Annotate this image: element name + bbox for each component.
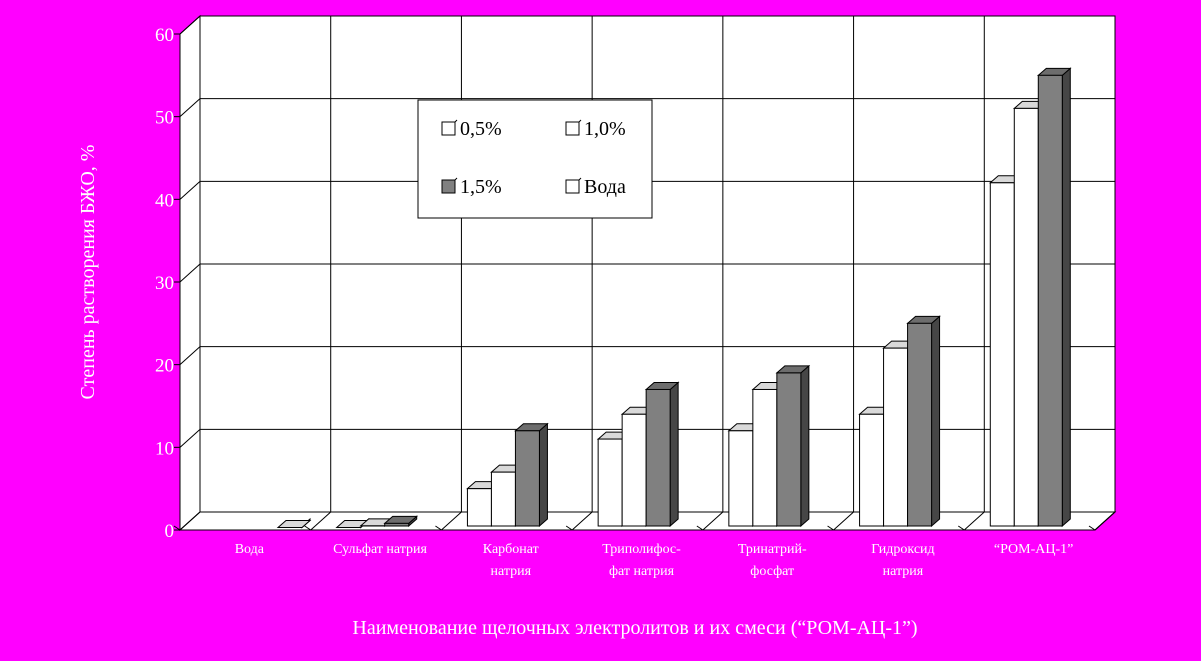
h-gridline-side bbox=[179, 15, 201, 35]
x-tick-label: Вода bbox=[235, 542, 265, 557]
bar-3-7 bbox=[1036, 67, 1072, 528]
floor-divider bbox=[702, 511, 724, 531]
x-tick-label: Сульфат натрия bbox=[333, 542, 427, 557]
bar-3-6 bbox=[906, 315, 941, 528]
y-tick-label: 40 bbox=[155, 190, 174, 211]
y-axis-title: Степень растворения БЖО, % bbox=[77, 145, 99, 400]
x-axis-title: Наименование щелочных электролитов и их … bbox=[352, 617, 917, 639]
x-tick-label: Гидроксид bbox=[871, 542, 934, 557]
x-tick bbox=[827, 525, 834, 531]
x-tick bbox=[304, 525, 311, 531]
bars bbox=[276, 67, 1072, 529]
legend-label: 0,5% bbox=[460, 118, 502, 140]
h-gridline-side bbox=[179, 180, 201, 200]
h-gridline-side bbox=[179, 346, 201, 366]
x-tick-label: фосфат bbox=[750, 564, 794, 579]
y-tick-label: 20 bbox=[155, 356, 174, 377]
x-tick bbox=[173, 525, 181, 531]
bar-4-1 bbox=[276, 517, 312, 529]
legend: 0,5% 1,0% 1,5% Вода bbox=[417, 99, 653, 219]
x-tick-label: натрия bbox=[883, 564, 924, 579]
legend-label: Вода bbox=[584, 176, 626, 198]
x-tick bbox=[1088, 525, 1096, 531]
y-tick-label: 10 bbox=[155, 438, 174, 459]
h-gridline-side bbox=[179, 263, 201, 283]
legend-box bbox=[417, 99, 653, 219]
bar-3-4 bbox=[644, 381, 680, 528]
y-tick-label: 0 bbox=[165, 521, 175, 542]
y-tick-label: 30 bbox=[155, 273, 174, 294]
h-gridline-side bbox=[179, 98, 201, 118]
bar-3-2 bbox=[383, 515, 419, 528]
bar-3-3 bbox=[514, 422, 549, 528]
floor-divider bbox=[179, 511, 201, 531]
h-gridline-side bbox=[179, 428, 201, 448]
legend-swatch bbox=[441, 179, 456, 194]
x-tick bbox=[565, 525, 573, 531]
y-tick-label: 60 bbox=[155, 25, 174, 46]
x-axis-end bbox=[1094, 511, 1116, 531]
floor-divider bbox=[310, 511, 332, 531]
x-tick-label: Тринатрий- bbox=[738, 542, 807, 557]
x-tick-label: Триполифос- bbox=[602, 542, 681, 557]
legend-swatch bbox=[441, 121, 456, 136]
legend-swatch bbox=[565, 179, 580, 194]
y-tick-label: 50 bbox=[155, 108, 174, 129]
legend-label: 1,5% bbox=[460, 176, 502, 198]
legend-swatch bbox=[565, 121, 580, 136]
x-tick bbox=[435, 525, 442, 531]
axes: 0 10 20 30 40 50 60 Вода Сульфат натрия Карбонат н… bbox=[155, 25, 1116, 579]
floor-divider bbox=[963, 511, 985, 531]
floor-divider bbox=[571, 511, 593, 531]
x-tick-label: натрия bbox=[490, 564, 531, 579]
floor-divider bbox=[833, 511, 854, 531]
x-tick-label: фат натрия bbox=[609, 564, 675, 579]
bar-3-5 bbox=[775, 364, 811, 528]
x-tick bbox=[958, 525, 965, 531]
legend-label: 1,0% bbox=[584, 118, 626, 140]
x-tick-label: Карбонат bbox=[483, 542, 539, 557]
x-tick-label: “РОМ-АЦ-1” bbox=[994, 542, 1074, 557]
x-tick bbox=[696, 525, 704, 531]
floor-divider bbox=[441, 511, 462, 531]
